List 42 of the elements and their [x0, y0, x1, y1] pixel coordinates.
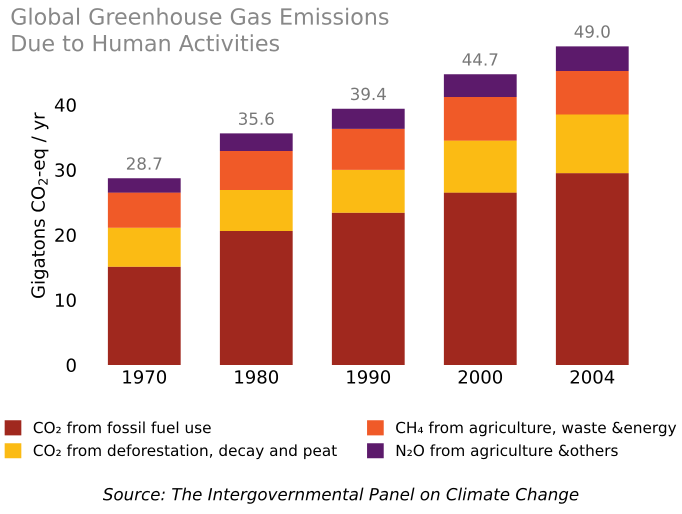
- legend-label: N₂O from agriculture &others: [396, 444, 618, 460]
- y-tick-label: 40: [54, 98, 76, 112]
- chart-title: Global Greenhouse Gas Emissions Due to Human Activities: [11, 8, 388, 52]
- bar: [556, 46, 629, 71]
- bar: [220, 230, 293, 365]
- total-label: 35.6: [238, 112, 274, 125]
- bar: [108, 228, 181, 267]
- bar: [444, 96, 517, 141]
- legend-label: CH₄ from agriculture, waste &energy: [396, 421, 676, 436]
- bar: [108, 192, 181, 228]
- bar: [220, 133, 293, 151]
- bar: [556, 114, 629, 174]
- bar: [108, 178, 181, 193]
- y-axis-title: Gigatons CO$_{2}$-eq / yr: [30, 112, 48, 298]
- x-tick-label: 1990: [347, 370, 390, 384]
- total-label: 49.0: [574, 25, 610, 38]
- x-tick-label: 2000: [458, 370, 502, 384]
- y-tick-label: 10: [56, 293, 76, 308]
- x-tick-label: 1980: [235, 370, 278, 384]
- total-label: 39.4: [350, 88, 386, 100]
- total-label: 44.7: [462, 53, 498, 66]
- y-tick-label: 0: [66, 358, 76, 372]
- bar: [332, 170, 405, 213]
- bar: [220, 190, 293, 231]
- total-label: 28.7: [126, 157, 162, 170]
- y-tick-label: 30: [55, 163, 76, 177]
- x-tick-label: 2004: [570, 370, 614, 384]
- bar: [108, 266, 181, 365]
- legend-label: CO₂ from fossil fuel use: [34, 421, 211, 434]
- bar: [220, 150, 293, 190]
- bar: [444, 192, 517, 365]
- bar: [332, 128, 405, 170]
- y-tick-label: 20: [55, 228, 76, 242]
- x-tick-label: 1970: [123, 370, 166, 384]
- legend-label: CO₂ from deforestation, decay and peat: [34, 444, 337, 460]
- bar: [332, 212, 405, 365]
- bar: [444, 74, 517, 97]
- source-note: Source: The Intergovernmental Panel on Climate Change: [102, 488, 578, 504]
- bar: [556, 70, 629, 115]
- bar: [332, 108, 405, 129]
- bar: [444, 140, 517, 193]
- bar: [556, 173, 629, 365]
